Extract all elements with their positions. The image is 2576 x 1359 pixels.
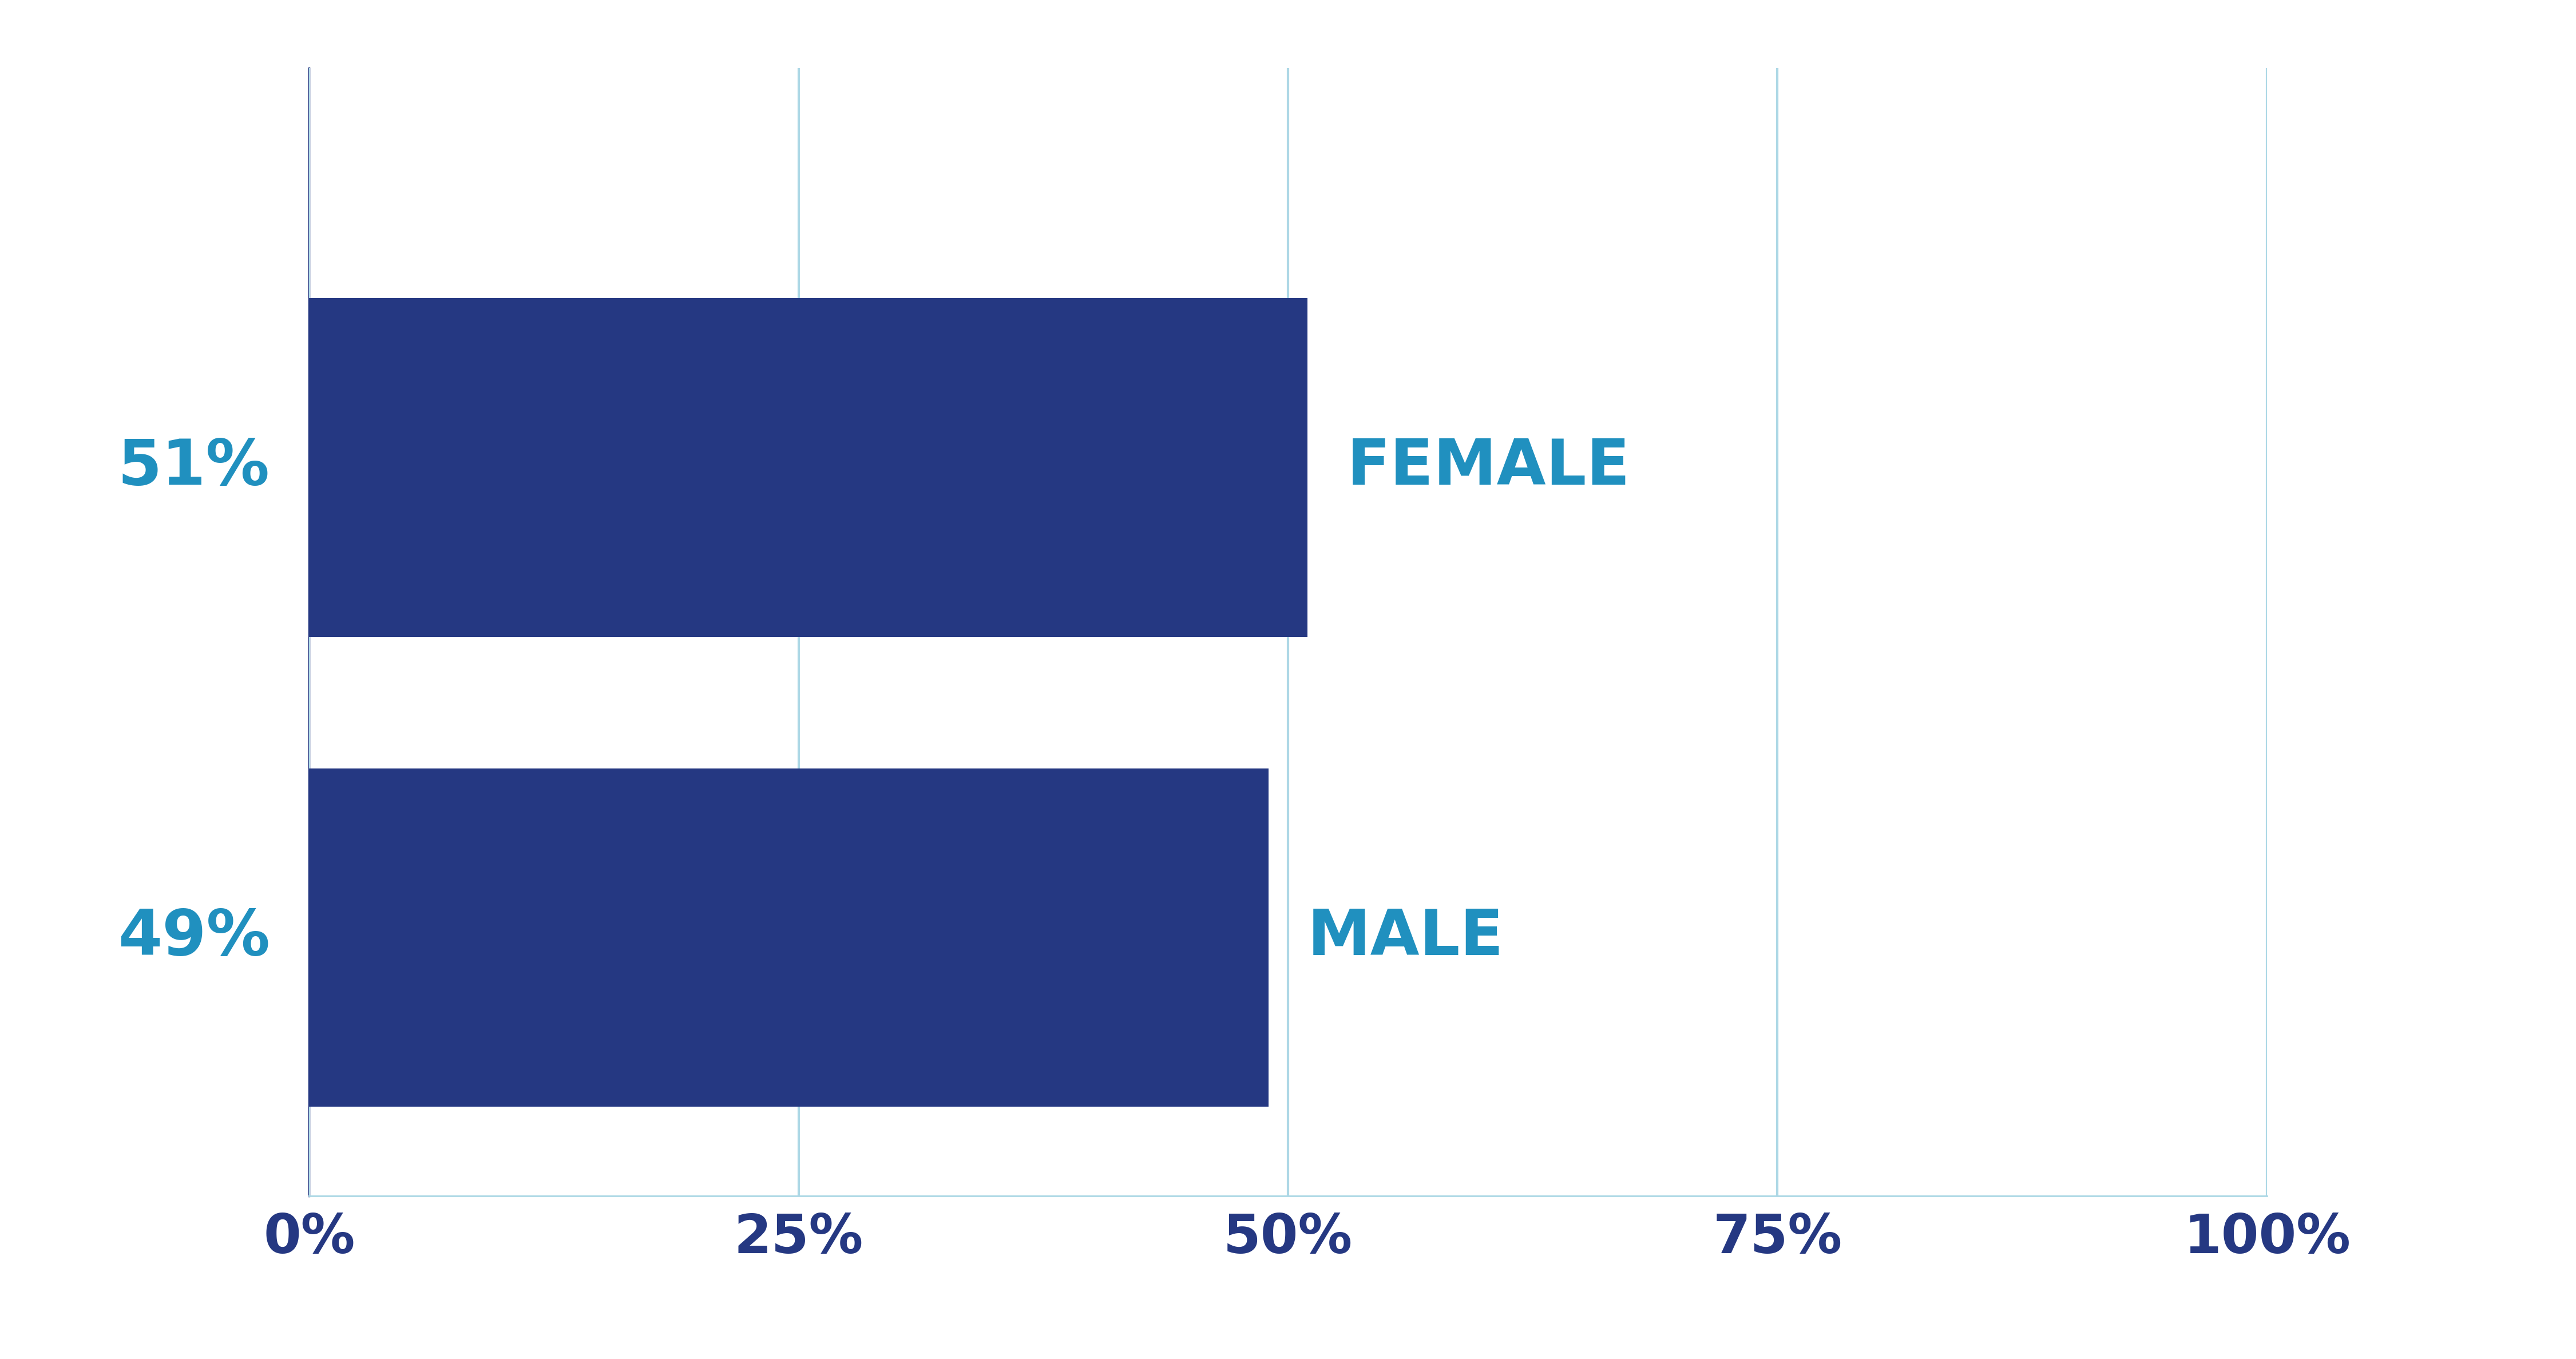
Text: 51%: 51% bbox=[118, 436, 270, 497]
Text: FEMALE: FEMALE bbox=[1347, 436, 1631, 497]
Text: MALE: MALE bbox=[1309, 906, 1504, 968]
Text: 49%: 49% bbox=[118, 906, 270, 968]
Bar bbox=[309, 298, 1309, 636]
Bar bbox=[309, 768, 1267, 1106]
